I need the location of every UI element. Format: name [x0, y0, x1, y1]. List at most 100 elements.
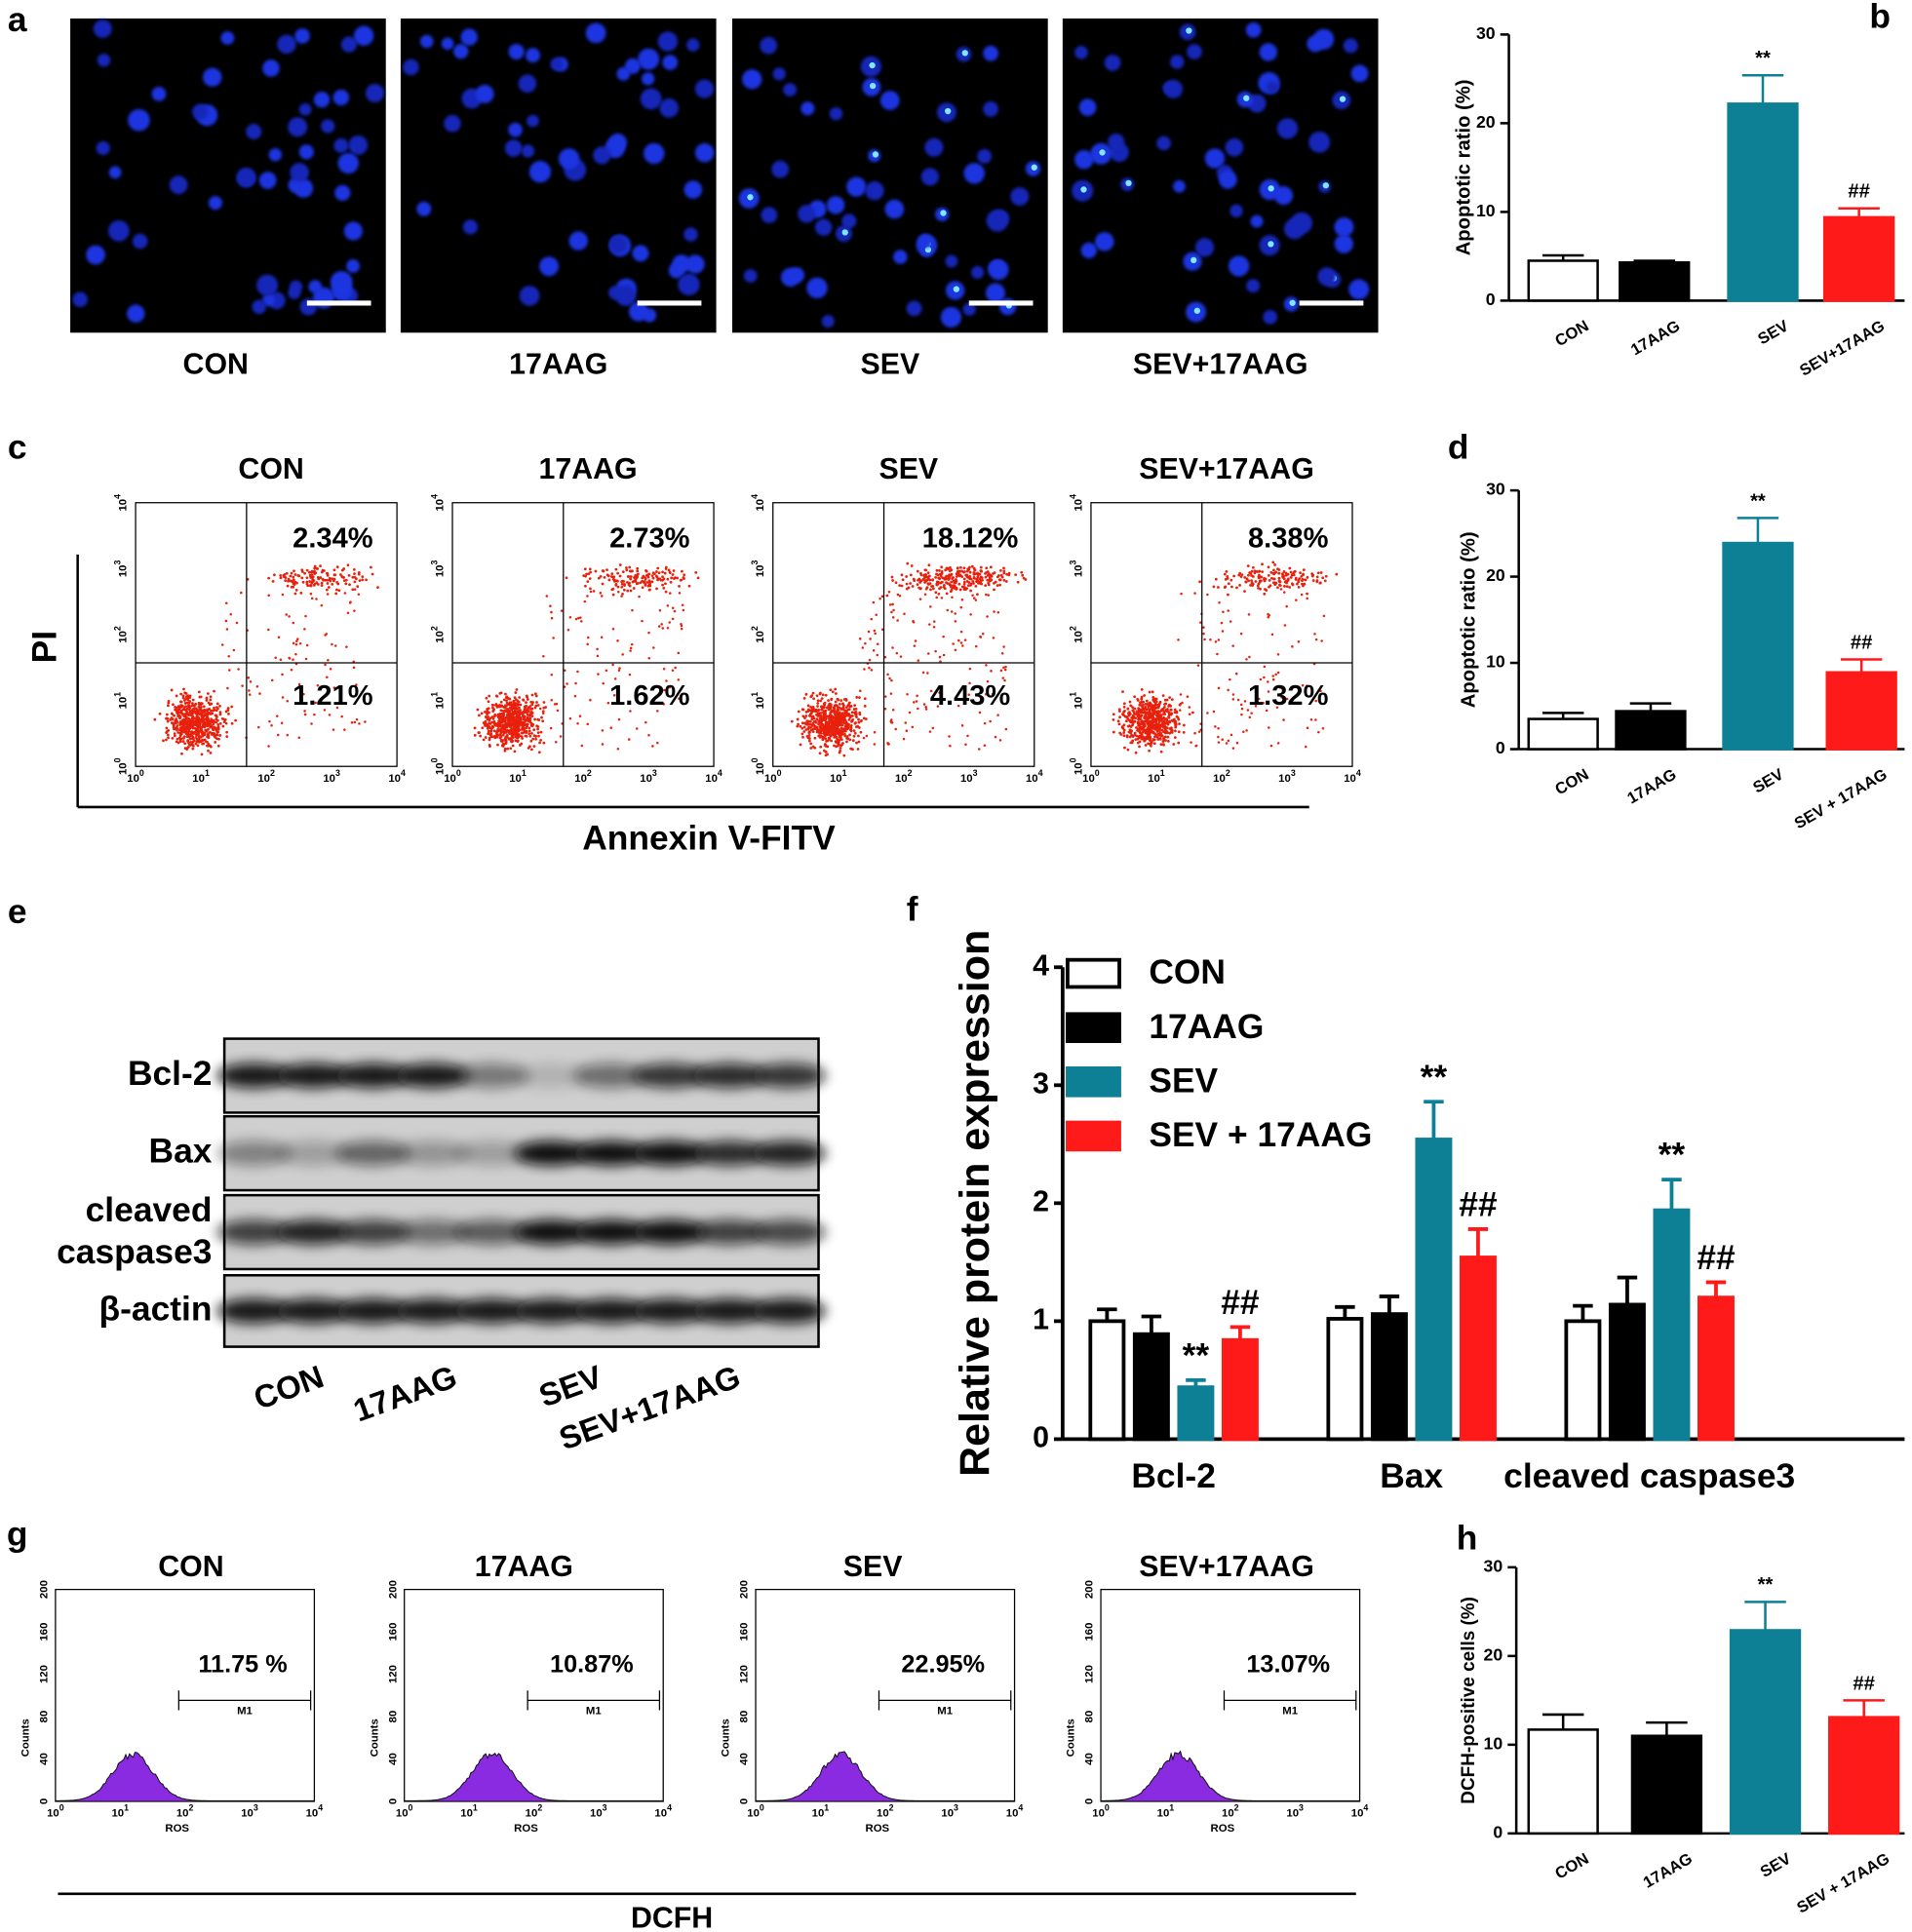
event-dot: [486, 712, 488, 715]
apoptotic-spot: [1289, 299, 1296, 306]
tick-base: 10: [460, 1808, 473, 1820]
cell-nucleus: [475, 84, 494, 103]
event-dot: [969, 613, 972, 616]
event-dot: [981, 578, 984, 582]
event-dot: [195, 729, 198, 733]
event-dot: [1313, 633, 1316, 636]
event-dot: [213, 725, 216, 729]
event-dot: [823, 701, 827, 705]
tick-base: 10: [434, 762, 446, 775]
event-dot: [1250, 579, 1254, 583]
event-dot: [804, 715, 808, 717]
cell-nucleus: [416, 201, 432, 216]
event-dot: [845, 740, 848, 744]
event-dot: [530, 748, 533, 752]
event-dot: [1191, 711, 1194, 715]
event-dot: [687, 584, 691, 588]
event-dot: [209, 744, 213, 748]
event-dot: [820, 697, 824, 701]
event-dot: [310, 597, 314, 600]
bar: [1370, 1312, 1408, 1442]
axis-title: ROS: [866, 1823, 890, 1835]
y-tick-label: 80: [39, 1711, 51, 1723]
image-label: CON: [183, 348, 249, 380]
event-dot: [485, 722, 488, 726]
event-dot: [948, 735, 951, 738]
event-dot: [537, 734, 540, 738]
bar: [1221, 1337, 1259, 1442]
event-dot: [313, 582, 317, 586]
event-dot: [677, 651, 681, 655]
event-dot: [1167, 705, 1170, 708]
event-dot: [292, 658, 294, 661]
event-dot: [635, 727, 639, 730]
tick-exponent: 2: [908, 768, 913, 778]
cell-nucleus: [453, 43, 469, 59]
event-dot: [279, 576, 283, 580]
event-dot: [957, 582, 961, 586]
event-dot: [1121, 690, 1124, 694]
event-dot: [931, 726, 935, 730]
event-dot: [849, 747, 853, 751]
event-dot: [945, 592, 949, 596]
event-dot: [255, 685, 259, 688]
event-dot: [510, 708, 514, 712]
event-dot: [515, 730, 519, 733]
event-dot: [542, 654, 545, 658]
event-dot: [985, 593, 988, 597]
event-dot: [352, 666, 356, 670]
event-dot: [976, 571, 979, 575]
event-dot: [482, 721, 486, 724]
event-dot: [176, 705, 180, 709]
cell-nucleus: [132, 233, 148, 250]
tick-exponent: 1: [113, 692, 123, 697]
event-dot: [1138, 734, 1141, 738]
event-dot: [324, 578, 327, 582]
event-dot: [852, 708, 856, 711]
event-dot: [185, 701, 189, 705]
event-dot: [1251, 565, 1255, 569]
event-dot: [681, 603, 684, 607]
event-dot: [658, 625, 661, 628]
tick-base: 10: [396, 1808, 409, 1820]
event-dot: [589, 698, 592, 702]
event-dot: [906, 693, 909, 696]
event-dot: [965, 580, 969, 583]
event-dot: [611, 593, 615, 597]
event-dot: [1253, 569, 1257, 573]
event-dot: [913, 644, 917, 647]
event-dot: [804, 692, 808, 696]
event-dot: [300, 576, 304, 580]
event-dot: [1251, 584, 1254, 588]
event-dot: [848, 701, 851, 705]
tick-base: 10: [755, 697, 766, 710]
event-dot: [510, 714, 514, 717]
event-dot: [513, 701, 517, 705]
event-dot: [626, 589, 630, 593]
event-dot: [935, 596, 938, 599]
event-dot: [518, 744, 522, 747]
event-dot: [1297, 585, 1301, 589]
event-dot: [528, 705, 532, 708]
event-dot: [1140, 700, 1144, 704]
event-dot: [1172, 743, 1176, 746]
cell-nucleus: [800, 101, 815, 116]
apoptotic-spot: [1186, 27, 1192, 34]
event-dot: [816, 699, 820, 703]
event-dot: [225, 735, 229, 739]
event-dot: [1002, 566, 1005, 570]
event-dot: [971, 594, 974, 598]
event-dot: [588, 567, 592, 571]
cell-nucleus: [1225, 137, 1244, 157]
tick-exponent: 0: [1105, 1803, 1110, 1813]
tick-base: 10: [1213, 773, 1226, 785]
event-dot: [880, 595, 884, 599]
event-dot: [834, 714, 838, 717]
event-dot: [517, 715, 521, 719]
cell-nucleus: [1163, 79, 1183, 98]
event-dot: [1220, 621, 1224, 625]
tick-base: 10: [1073, 762, 1084, 775]
cell-nucleus: [343, 221, 363, 241]
event-dot: [851, 739, 855, 743]
cell-nucleus: [683, 180, 703, 199]
